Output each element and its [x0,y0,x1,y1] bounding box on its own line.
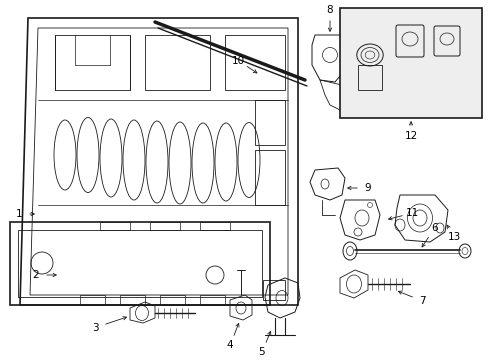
Text: 6: 6 [430,223,437,233]
Text: 12: 12 [404,131,417,141]
Text: 9: 9 [364,183,370,193]
Text: 11: 11 [406,208,419,218]
Bar [339,8,481,118]
Text: 2: 2 [33,270,39,280]
Text: 7: 7 [418,296,425,306]
Text: 5: 5 [258,347,264,357]
Text: 10: 10 [231,55,244,66]
Text: 3: 3 [92,323,99,333]
Text: 8: 8 [326,5,333,15]
Text: 13: 13 [447,232,460,242]
Text: 4: 4 [226,341,233,350]
Text: 1: 1 [16,209,22,219]
